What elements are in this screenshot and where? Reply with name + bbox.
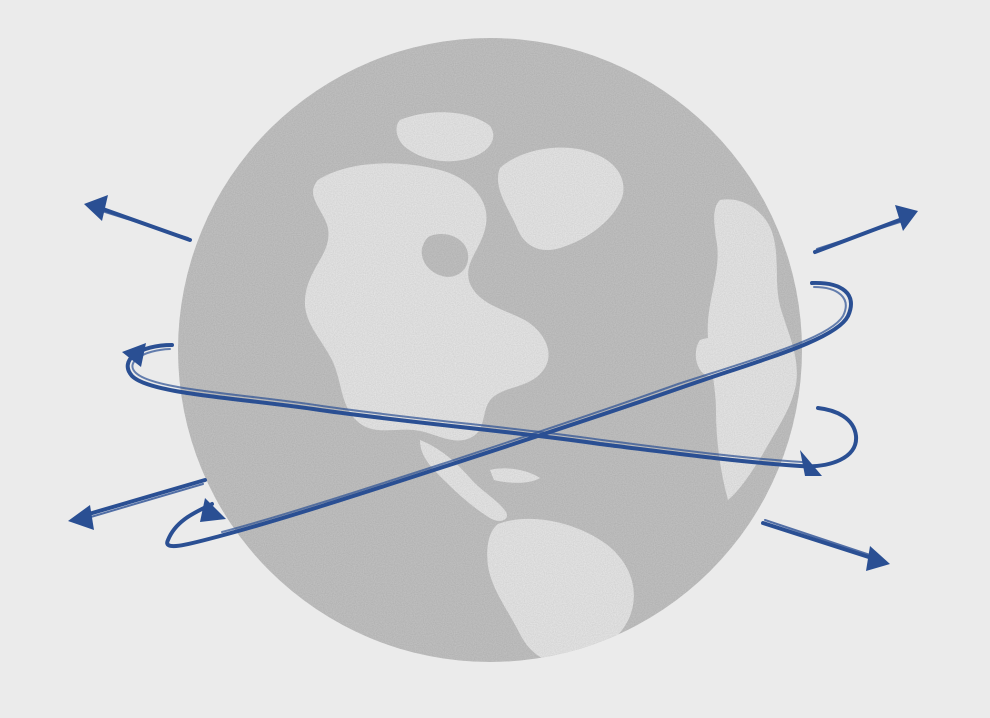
route-arrow-lower-left-sketch <box>83 483 204 520</box>
route-loop-west-to-east-sketch <box>131 348 803 463</box>
route-arrow-upper-left-sketch <box>101 210 189 239</box>
landmass-europe-africa <box>707 199 797 500</box>
arrowhead-icon <box>68 505 94 530</box>
route-loop-east-to-west-sketch <box>221 286 847 533</box>
landmass-north-america <box>304 163 549 441</box>
arrowhead-icon <box>84 195 108 221</box>
landmass-caribbean <box>490 468 540 483</box>
landmass-iberia <box>695 337 735 378</box>
route-arrowheads <box>68 195 918 571</box>
landmass-south-america <box>487 518 634 662</box>
route-arrow-lower-right-sketch <box>764 519 877 558</box>
globe-icon <box>178 38 802 662</box>
route-arrow-upper-right-sketch <box>816 220 904 250</box>
route-arrow-lower-right <box>761 521 880 562</box>
landmass-arctic-islands <box>396 112 494 162</box>
landmass-greenland <box>497 147 624 250</box>
arrowhead-icon <box>200 498 226 522</box>
arrowhead-icon <box>895 205 918 231</box>
hudson-bay <box>421 234 469 277</box>
globe-landmasses <box>304 112 797 662</box>
route-arrow-lower-left <box>80 478 207 518</box>
route-loop-east-to-west <box>165 280 853 549</box>
arrowhead-icon <box>122 343 146 367</box>
arrowhead-icon <box>866 546 890 571</box>
arrowhead-icon <box>800 450 822 476</box>
route-loop-west-to-east <box>125 343 859 469</box>
landmass-central-america <box>420 440 507 521</box>
route-lines <box>80 206 907 562</box>
